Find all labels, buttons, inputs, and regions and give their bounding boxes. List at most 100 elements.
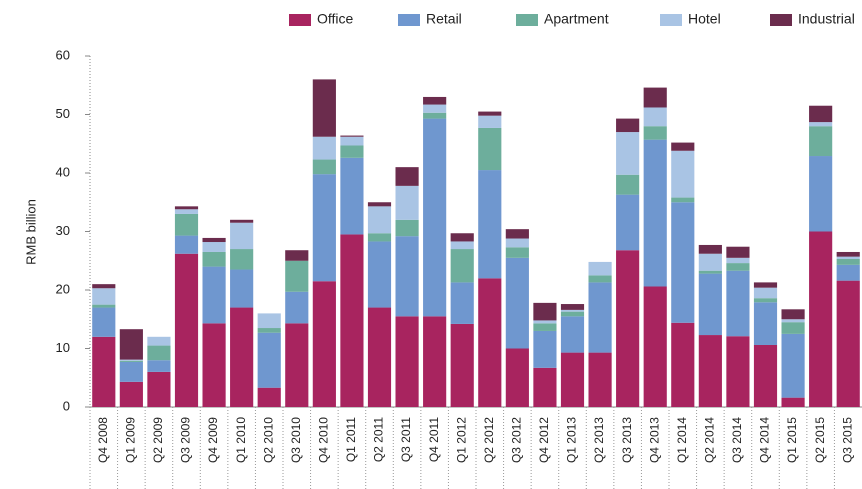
bar-segment bbox=[340, 145, 364, 158]
bar-segment bbox=[395, 167, 419, 186]
bar-segment bbox=[726, 246, 750, 258]
bar-segment bbox=[781, 319, 805, 323]
x-tick-label: Q3 2011 bbox=[399, 417, 413, 462]
bar-segment bbox=[809, 126, 833, 157]
bar-segment bbox=[726, 263, 750, 271]
bar-segment bbox=[174, 209, 199, 214]
x-tick-label: Q4 2009 bbox=[206, 417, 220, 463]
bar-segment bbox=[147, 336, 171, 346]
bar-segment bbox=[450, 249, 474, 283]
bar-segment bbox=[616, 132, 640, 175]
x-tick-label: Q3 2010 bbox=[289, 417, 303, 463]
legend-label: Office bbox=[317, 11, 354, 27]
legend-swatch bbox=[398, 14, 420, 26]
bar-segment bbox=[257, 332, 281, 388]
bar-segment bbox=[147, 345, 171, 361]
bar-segment bbox=[643, 107, 667, 127]
bar-segment bbox=[147, 360, 171, 372]
bar-segment bbox=[616, 194, 640, 251]
bar-segment bbox=[285, 291, 309, 324]
bar-segment bbox=[588, 352, 612, 407]
y-tick-label: 20 bbox=[56, 281, 70, 296]
bar-segment bbox=[478, 111, 502, 116]
bar-segment bbox=[560, 309, 585, 312]
bar-segment bbox=[340, 234, 364, 407]
bar-segment bbox=[698, 244, 722, 254]
bar-segment bbox=[698, 270, 722, 274]
bar-segment bbox=[340, 135, 364, 137]
legend-swatch bbox=[516, 14, 538, 26]
bar-segment bbox=[450, 323, 474, 407]
bar-segment bbox=[809, 156, 833, 232]
bar-segment bbox=[147, 371, 171, 407]
bar-segment bbox=[202, 242, 226, 252]
bar-segment bbox=[671, 197, 695, 203]
x-tick-label: Q3 2014 bbox=[730, 417, 744, 463]
bar-segment bbox=[643, 126, 667, 140]
y-tick-label: 60 bbox=[56, 47, 70, 62]
bar-segment bbox=[781, 309, 805, 320]
x-tick-label: Q3 2012 bbox=[510, 417, 524, 463]
x-tick-label: Q2 2012 bbox=[482, 417, 496, 463]
bar-segment bbox=[671, 202, 695, 323]
bar-segment bbox=[533, 323, 557, 331]
bar-segment bbox=[230, 307, 254, 407]
bar-segment bbox=[450, 241, 474, 250]
bar-segment bbox=[202, 251, 226, 267]
bar-segment bbox=[478, 127, 502, 171]
bar-segment bbox=[367, 206, 392, 234]
bar-segment bbox=[312, 174, 336, 282]
bar-segment bbox=[616, 118, 640, 133]
bar-segment bbox=[809, 122, 833, 127]
bar-segment bbox=[478, 170, 502, 279]
bar-segment bbox=[753, 282, 778, 288]
bar-segment bbox=[230, 219, 254, 223]
bar-segment bbox=[698, 273, 722, 336]
x-tick-label: Q1 2013 bbox=[565, 417, 579, 463]
bar-segment bbox=[423, 112, 447, 119]
bar-segment bbox=[119, 359, 143, 361]
bar-segment bbox=[423, 104, 447, 113]
bar-segment bbox=[367, 241, 392, 308]
bar-segment bbox=[616, 174, 640, 195]
bar-segment bbox=[395, 236, 419, 317]
x-tick-label: Q2 2015 bbox=[813, 417, 827, 463]
bar-segment bbox=[340, 157, 364, 235]
bar-segment bbox=[285, 250, 309, 261]
bar-segment bbox=[478, 115, 502, 128]
bar-segment bbox=[781, 397, 805, 407]
bar-segment bbox=[726, 270, 750, 337]
bar-segment bbox=[174, 213, 199, 236]
bar-segment bbox=[450, 282, 474, 324]
bar-segment bbox=[92, 288, 116, 305]
bar-segment bbox=[92, 336, 116, 407]
bar-segment bbox=[312, 281, 336, 407]
x-tick-label: Q3 2009 bbox=[179, 417, 193, 463]
bar-segment bbox=[423, 316, 447, 407]
bar-segment bbox=[753, 298, 778, 303]
bar-segment bbox=[588, 275, 612, 283]
legend-label: Hotel bbox=[688, 11, 721, 27]
bar-segment bbox=[119, 360, 143, 362]
bar-segment bbox=[257, 313, 281, 329]
bar-segment bbox=[230, 222, 254, 250]
bar-segment bbox=[671, 150, 695, 198]
bar-segment bbox=[505, 238, 529, 248]
x-tick-label: Q1 2015 bbox=[785, 417, 799, 463]
legend-label: Apartment bbox=[544, 11, 609, 27]
x-tick-label: Q2 2010 bbox=[261, 417, 275, 463]
bar-segment bbox=[395, 185, 419, 220]
x-tick-label: Q1 2009 bbox=[124, 417, 138, 463]
y-tick-label: 30 bbox=[56, 223, 70, 238]
bar-segment bbox=[533, 302, 557, 321]
bar-segment bbox=[119, 329, 143, 360]
bar-segment bbox=[753, 302, 778, 345]
bar-segment bbox=[560, 311, 585, 317]
bar-segment bbox=[202, 266, 226, 324]
x-tick-label: Q4 2008 bbox=[96, 417, 110, 463]
bar-segment bbox=[836, 280, 860, 407]
bar-segment bbox=[395, 316, 419, 407]
x-tick-label: Q1 2010 bbox=[234, 417, 248, 463]
bar-segment bbox=[202, 323, 226, 407]
x-tick-label: Q2 2014 bbox=[703, 417, 717, 463]
